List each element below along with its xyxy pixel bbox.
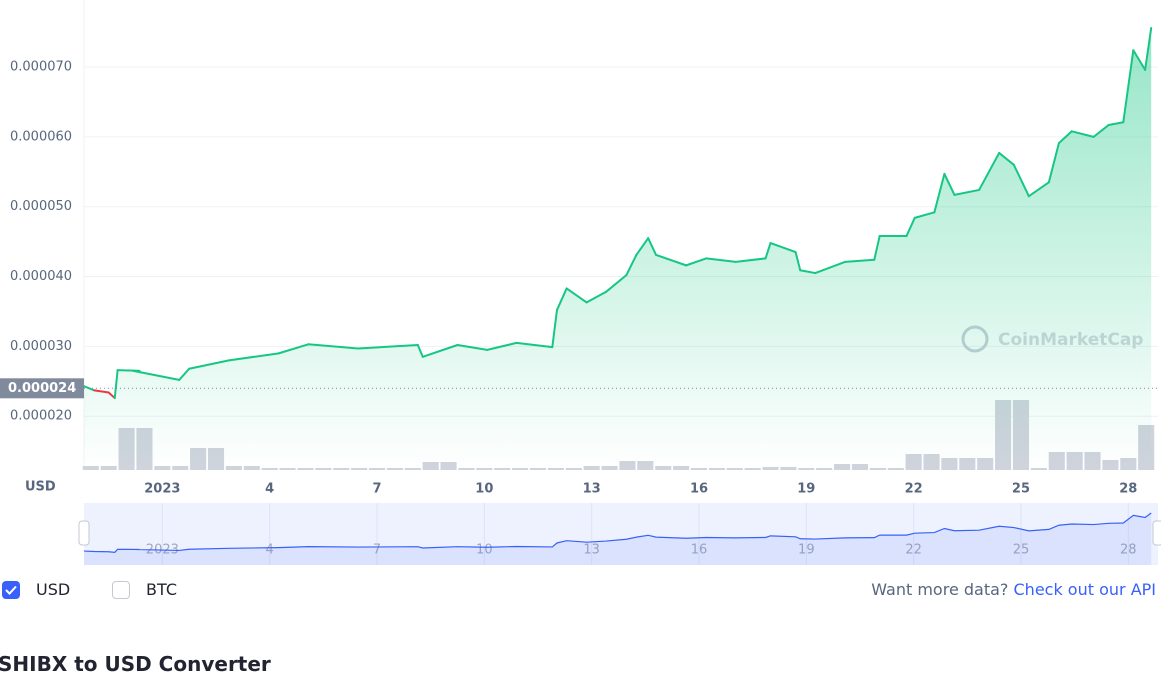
price-line-segment — [635, 237, 650, 256]
price-line-segment — [933, 172, 946, 214]
price-line-segment — [998, 151, 1015, 166]
navigator-tick-label: 28 — [1120, 543, 1137, 558]
navigator-bg — [84, 503, 1158, 565]
price-line-segment — [565, 287, 588, 304]
price-line-segment — [843, 258, 876, 263]
api-prompt: Want more data? — [871, 580, 1009, 599]
usd-option[interactable]: USD — [2, 580, 70, 599]
price-line-segment — [515, 341, 554, 349]
price-line-segment — [188, 359, 230, 370]
x-tick-label: 22 — [905, 482, 923, 497]
price-line-segment — [486, 341, 518, 351]
price-line-segment — [107, 391, 116, 400]
price-line-segment — [555, 287, 568, 312]
price-line-segment — [943, 172, 956, 196]
y-tick-label: 0.000040 — [10, 269, 72, 284]
price-line-segment — [647, 237, 658, 256]
btc-option[interactable]: BTC — [112, 580, 177, 599]
price-line-segment — [1070, 130, 1095, 138]
price-line-segment — [1122, 49, 1135, 124]
x-tick-label: 16 — [690, 482, 708, 497]
x-tick-label: 19 — [797, 482, 815, 497]
price-area — [84, 27, 1152, 470]
price-line-segment — [814, 260, 846, 275]
price-line-segment — [705, 257, 737, 263]
navigator-tick-label: 22 — [905, 543, 922, 558]
x-tick-label: 13 — [583, 482, 601, 497]
price-line-segment — [655, 253, 688, 267]
price-line-segment — [178, 367, 191, 381]
btc-label: BTC — [146, 580, 177, 599]
navigator-tick-label: 4 — [266, 543, 274, 558]
price-line-segment — [625, 253, 638, 277]
price-line-segment — [873, 235, 881, 261]
price-line-segment — [794, 251, 802, 272]
price-line-segment — [551, 309, 558, 349]
price-line-segment — [1144, 26, 1153, 71]
price-line-segment — [1027, 181, 1050, 198]
y-tick-label: 0.000020 — [10, 409, 72, 424]
x-tick-label: 7 — [372, 482, 381, 497]
price-line-segment — [1047, 142, 1060, 184]
reference-label: 0.000024 — [8, 381, 76, 396]
price-line-segment — [227, 352, 280, 362]
navigator-tick-label: 13 — [583, 543, 600, 558]
price-line-segment — [799, 269, 817, 275]
y-tick-label: 0.000050 — [10, 199, 72, 214]
price-line-segment — [113, 369, 119, 400]
price-line-segment — [357, 343, 419, 350]
x-tick-label: 4 — [265, 482, 274, 497]
price-line-segment — [132, 369, 181, 381]
y-tick-label: 0.000030 — [10, 339, 72, 354]
navigator-tick-label: 10 — [476, 543, 493, 558]
usd-label: USD — [36, 580, 71, 599]
navigator-tick-label: 25 — [1013, 543, 1030, 558]
price-line-segment — [1132, 49, 1147, 71]
reference-label-bg — [0, 378, 84, 399]
navigator-tick-label: 19 — [798, 543, 815, 558]
api-link[interactable]: Check out our API — [1013, 580, 1157, 599]
price-line-segment — [685, 257, 708, 267]
price-line-segment — [604, 274, 628, 293]
y-tick-label: 0.000060 — [10, 129, 72, 144]
price-line-segment — [585, 290, 607, 304]
navigator-tick-label: 16 — [691, 543, 708, 558]
price-line-segment — [734, 257, 767, 263]
navigator-handle[interactable] — [1152, 520, 1161, 546]
price-line-segment — [1057, 130, 1073, 145]
x-tick-label: 2023 — [144, 482, 180, 497]
usd-checkbox[interactable] — [2, 580, 20, 599]
price-line-segment — [1092, 124, 1110, 138]
api-prompt-row: Want more data? Check out our API — [871, 580, 1156, 599]
price-chart: 0.000020 0.000030 0.000040 0.000050 0.000060… — [0, 0, 1161, 565]
price-line-segment — [1107, 121, 1125, 127]
check-icon — [5, 585, 17, 595]
axis-unit: USD — [25, 480, 56, 495]
y-tick-label: 0.000070 — [10, 60, 72, 75]
navigator-tick-label: 7 — [373, 543, 381, 558]
price-line-segment — [307, 343, 360, 350]
price-line-segment — [913, 211, 936, 219]
section-title: SHIBX to USD Converter — [0, 652, 271, 676]
navigator-handle[interactable] — [78, 520, 90, 546]
navigator-area — [84, 512, 1152, 565]
x-tick-label: 28 — [1119, 482, 1137, 497]
price-line-segment — [1012, 163, 1030, 198]
price-line-segment — [456, 343, 489, 351]
x-tick-label: 10 — [475, 482, 493, 497]
price-line-segment — [978, 151, 1001, 191]
price-line-segment — [416, 343, 424, 358]
btc-checkbox[interactable] — [112, 580, 130, 599]
price-line-segment — [769, 242, 797, 254]
x-tick-label: 25 — [1012, 482, 1030, 497]
price-line-segment — [83, 385, 96, 392]
price-line-segment — [421, 343, 459, 358]
price-line-segment — [905, 216, 916, 238]
price-line-segment — [93, 389, 110, 394]
price-line-segment — [764, 242, 772, 260]
navigator-line — [83, 512, 1152, 553]
price-line-segment — [953, 188, 981, 196]
price-line-segment — [277, 343, 310, 355]
